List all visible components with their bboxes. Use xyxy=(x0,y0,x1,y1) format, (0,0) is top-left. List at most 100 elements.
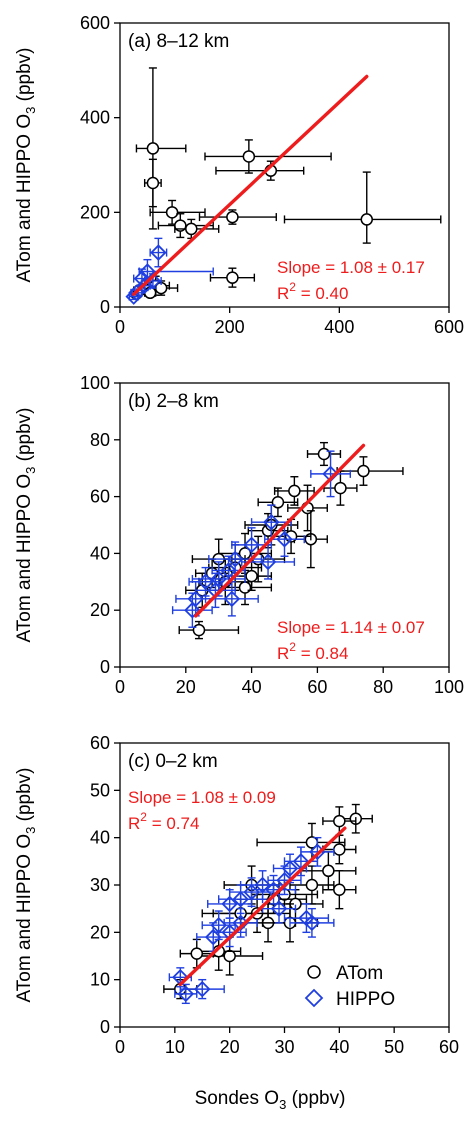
panel-b: 0 20 40 60 80 100 0 20 40 60 80 100 ATom and HIPPO O… xyxy=(14,373,464,697)
atom-marker xyxy=(322,864,335,878)
atom-marker xyxy=(165,206,179,219)
panel-c-y-tick-label: 50 xyxy=(90,780,110,800)
atom-marker xyxy=(288,484,301,498)
atom-marker xyxy=(146,176,160,190)
panel-a-label: (a) 8–12 km xyxy=(128,31,229,52)
panel-c-hippo-point xyxy=(174,983,198,1005)
panel-b-plot-frame xyxy=(119,382,450,668)
panel-a-atom-point xyxy=(198,209,277,225)
panel-b-hippo-point xyxy=(188,566,223,597)
panel-a-hippo-point xyxy=(149,237,168,268)
panel-c-x-tick-label: 30 xyxy=(274,1037,294,1057)
panel-a-y-axis-title-subscript: 3 xyxy=(23,107,38,114)
panel-b-y-tick-label: 20 xyxy=(90,600,110,620)
atom-marker xyxy=(238,581,252,594)
atom-marker xyxy=(146,142,160,155)
panel-b-slope-text: Slope = 1.14 ± 0.07 xyxy=(277,618,425,637)
panel-a-atom-point xyxy=(283,171,442,244)
atom-marker xyxy=(223,949,236,963)
r2-superscript: 2 xyxy=(289,280,296,294)
panel-b-atom-point xyxy=(178,620,240,640)
panel-a-y-tick-label: 200 xyxy=(80,202,110,222)
hippo-marker xyxy=(204,928,222,946)
panel-c-y-tick-label: 0 xyxy=(100,1017,110,1037)
r2-tail: = 0.74 xyxy=(147,814,199,833)
hippo-marker xyxy=(270,900,288,917)
panel-b-x-tick-label: 80 xyxy=(373,677,393,697)
panel-a-atom-point xyxy=(149,199,206,225)
panel-a-plot-frame xyxy=(119,22,450,308)
x-axis-title-subscript: 3 xyxy=(279,1097,286,1112)
panel-a-y-tick-label: 400 xyxy=(80,108,110,128)
atom-marker xyxy=(334,481,347,495)
panel-b-hippo-point xyxy=(310,450,351,498)
panel-c: 0 10 20 30 40 50 60 0 10 20 30 40 50 60 ATom and HIPPO… xyxy=(14,733,459,1057)
panel-a-y-axis-title: ATom and HIPPO O3 (ppbv) xyxy=(14,48,38,283)
panel-b-y-axis-title-main: ATom and HIPPO O xyxy=(14,474,35,643)
legend-atom-marker xyxy=(307,965,321,979)
atom-marker xyxy=(190,947,204,960)
legend-hippo-label: HIPPO xyxy=(336,989,395,1010)
panel-c-hippo-point xyxy=(207,889,253,919)
hippo-marker xyxy=(221,895,238,913)
panel-a-slope-text: Slope = 1.08 ± 0.17 xyxy=(277,258,425,277)
hippo-marker xyxy=(259,553,277,571)
hippo-marker xyxy=(303,914,321,932)
atom-marker xyxy=(226,271,239,284)
panel-a-x-tick-label: 200 xyxy=(215,317,245,337)
panel-c-x-tick-label: 40 xyxy=(329,1037,349,1057)
hippo-marker xyxy=(232,890,249,908)
panel-c-x-tick-label: 60 xyxy=(439,1037,459,1057)
panel-b-label: (b) 2–8 km xyxy=(128,391,219,412)
panel-b-x-tick-label: 20 xyxy=(176,677,196,697)
hippo-marker xyxy=(197,573,214,591)
hippo-marker xyxy=(193,980,211,998)
panel-b-r2-text: R2 = 0.84 xyxy=(277,640,348,663)
r2-main: R xyxy=(128,814,140,833)
hippo-marker xyxy=(263,513,280,531)
r2-superscript: 2 xyxy=(289,640,296,654)
hippo-marker xyxy=(220,562,237,579)
legend-hippo-marker xyxy=(304,988,324,1008)
panel-a-y-axis-title-main: ATom and HIPPO O xyxy=(14,114,35,283)
panel-b-y-axis-title-tail: (ppbv) xyxy=(14,408,35,467)
atom-marker xyxy=(271,496,285,509)
panel-a-r2-text: R2 = 0.40 xyxy=(277,280,348,303)
panel-a-atom-point xyxy=(209,267,256,288)
atom-marker xyxy=(242,150,256,163)
panel-c-label: (c) 0–2 km xyxy=(128,751,218,772)
panel-b-x-tick-label: 100 xyxy=(434,677,464,697)
atom-marker xyxy=(333,883,346,896)
r2-tail: = 0.84 xyxy=(296,644,348,663)
panel-a-atom-point xyxy=(135,67,187,230)
panel-b-y-tick-label: 60 xyxy=(90,487,110,507)
panel-a-x-tick-label: 0 xyxy=(115,317,125,337)
panel-b-atom-point xyxy=(336,456,404,486)
atom-marker xyxy=(226,210,239,224)
panel-c-y-tick-label: 30 xyxy=(90,875,110,895)
panel-b-atom-point xyxy=(306,441,342,467)
atom-marker xyxy=(185,222,198,236)
panel-c-y-tick-label: 40 xyxy=(90,828,110,848)
panel-c-x-tick-label: 20 xyxy=(220,1037,240,1057)
panel-a-atom-point xyxy=(174,218,220,240)
panel-c-slope-text: Slope = 1.08 ± 0.09 xyxy=(128,788,276,807)
panel-c-hippo-point xyxy=(179,978,225,1000)
panel-c-x-tick-label: 0 xyxy=(115,1037,125,1057)
r2-main: R xyxy=(277,284,289,303)
panel-a-x-tick-label: 400 xyxy=(324,317,354,337)
panel-b-x-tick-label: 0 xyxy=(115,677,125,697)
hippo-marker xyxy=(184,601,201,619)
panel-b-x-tick-label: 60 xyxy=(307,677,327,697)
panel-c-y-axis-title-main: ATom and HIPPO O xyxy=(14,834,35,1003)
panel-c-y-tick-label: 60 xyxy=(90,733,110,753)
panel-a-y-tick-label: 0 xyxy=(100,297,110,317)
atom-marker xyxy=(357,464,370,478)
panel-c-x-tick-label: 50 xyxy=(384,1037,404,1057)
x-axis-title-main: Sondes O xyxy=(195,1088,280,1109)
panel-c-r2-text: R2 = 0.74 xyxy=(128,810,199,833)
legend-atom-label: ATom xyxy=(336,963,383,984)
hippo-marker xyxy=(223,590,241,608)
hippo-marker xyxy=(187,590,204,608)
